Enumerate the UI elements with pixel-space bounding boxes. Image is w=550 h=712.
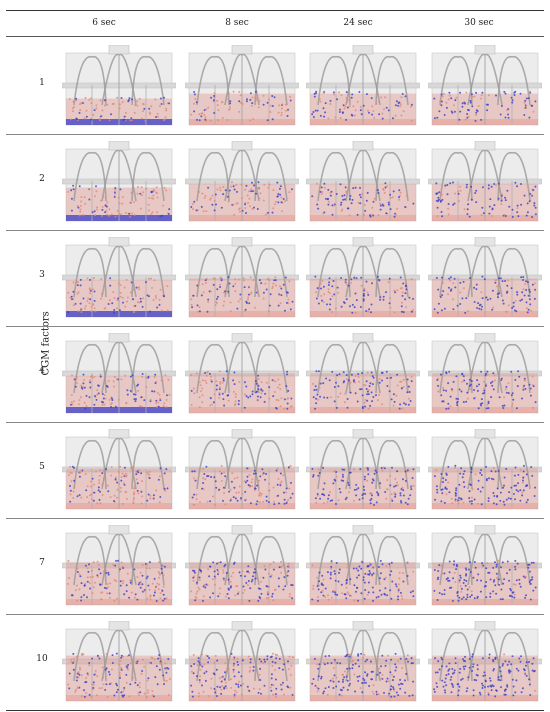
vessel-render <box>185 45 299 126</box>
top-rule <box>6 10 544 11</box>
vessel-render <box>62 429 176 510</box>
snapshot-row1-col3 <box>306 45 420 127</box>
snapshot-row5-col4 <box>428 429 542 511</box>
snapshot-row10-col1 <box>62 621 176 703</box>
vessel-render <box>185 525 299 606</box>
vessel-render <box>62 333 176 414</box>
row-divider <box>6 230 544 231</box>
vessel-render <box>185 333 299 414</box>
vessel-render <box>428 525 542 606</box>
snapshot-row2-col3 <box>306 141 420 223</box>
row-divider <box>6 422 544 423</box>
vessel-render <box>306 141 420 222</box>
vessel-render <box>62 141 176 222</box>
vessel-render <box>428 45 542 126</box>
row-label-7: 7 <box>39 558 45 568</box>
vessel-render <box>428 621 542 702</box>
row-divider <box>6 134 544 135</box>
snapshot-row2-col1 <box>62 141 176 223</box>
snapshot-row4-col4 <box>428 333 542 415</box>
snapshot-row3-col3 <box>306 237 420 319</box>
figure-table: 6 sec 8 sec 24 sec 30 sec CGM factors 1 <box>6 10 544 711</box>
snapshot-row7-col2 <box>185 525 299 607</box>
snapshot-row1-col4 <box>428 45 542 127</box>
row-label-1: 1 <box>39 78 45 88</box>
snapshot-row1-col2 <box>185 45 299 127</box>
header-rule <box>6 36 544 37</box>
snapshot-row3-col2 <box>185 237 299 319</box>
bottom-rule <box>6 710 544 711</box>
row-divider <box>6 326 544 327</box>
vessel-render <box>306 429 420 510</box>
vessel-render <box>306 237 420 318</box>
vessel-render <box>185 237 299 318</box>
row-label-3: 3 <box>39 270 45 280</box>
row-label-2: 2 <box>39 174 45 184</box>
snapshot-row3-col4 <box>428 237 542 319</box>
snapshot-row10-col3 <box>306 621 420 703</box>
snapshot-row5-col1 <box>62 429 176 511</box>
row-label-10: 10 <box>36 654 48 664</box>
vessel-render <box>428 333 542 414</box>
row-divider <box>6 518 544 519</box>
vessel-render <box>428 429 542 510</box>
row-divider <box>6 614 544 615</box>
vessel-render <box>306 621 420 702</box>
snapshot-row3-col1 <box>62 237 176 319</box>
snapshot-row4-col3 <box>306 333 420 415</box>
snapshot-row10-col4 <box>428 621 542 703</box>
vessel-render <box>428 141 542 222</box>
snapshot-row7-col1 <box>62 525 176 607</box>
vessel-render <box>185 141 299 222</box>
column-header-6sec: 6 sec <box>92 18 116 28</box>
snapshot-row2-col4 <box>428 141 542 223</box>
column-header-8sec: 8 sec <box>225 18 249 28</box>
vessel-render <box>306 333 420 414</box>
vessel-render <box>62 237 176 318</box>
snapshot-row4-col1 <box>62 333 176 415</box>
vessel-render <box>306 525 420 606</box>
snapshot-row5-col3 <box>306 429 420 511</box>
vessel-render <box>428 237 542 318</box>
vessel-render <box>62 621 176 702</box>
row-label-5: 5 <box>39 462 45 472</box>
snapshot-row1-col1 <box>62 45 176 127</box>
snapshot-row2-col2 <box>185 141 299 223</box>
snapshot-row7-col4 <box>428 525 542 607</box>
vessel-render <box>185 429 299 510</box>
column-header-30sec: 30 sec <box>464 18 494 28</box>
vessel-render <box>62 525 176 606</box>
column-header-24sec: 24 sec <box>343 18 373 28</box>
vessel-render <box>306 45 420 126</box>
vessel-render <box>62 45 176 126</box>
vessel-render <box>185 621 299 702</box>
row-label-4: 4 <box>39 366 45 376</box>
snapshot-row4-col2 <box>185 333 299 415</box>
snapshot-row5-col2 <box>185 429 299 511</box>
snapshot-row10-col2 <box>185 621 299 703</box>
snapshot-row7-col3 <box>306 525 420 607</box>
